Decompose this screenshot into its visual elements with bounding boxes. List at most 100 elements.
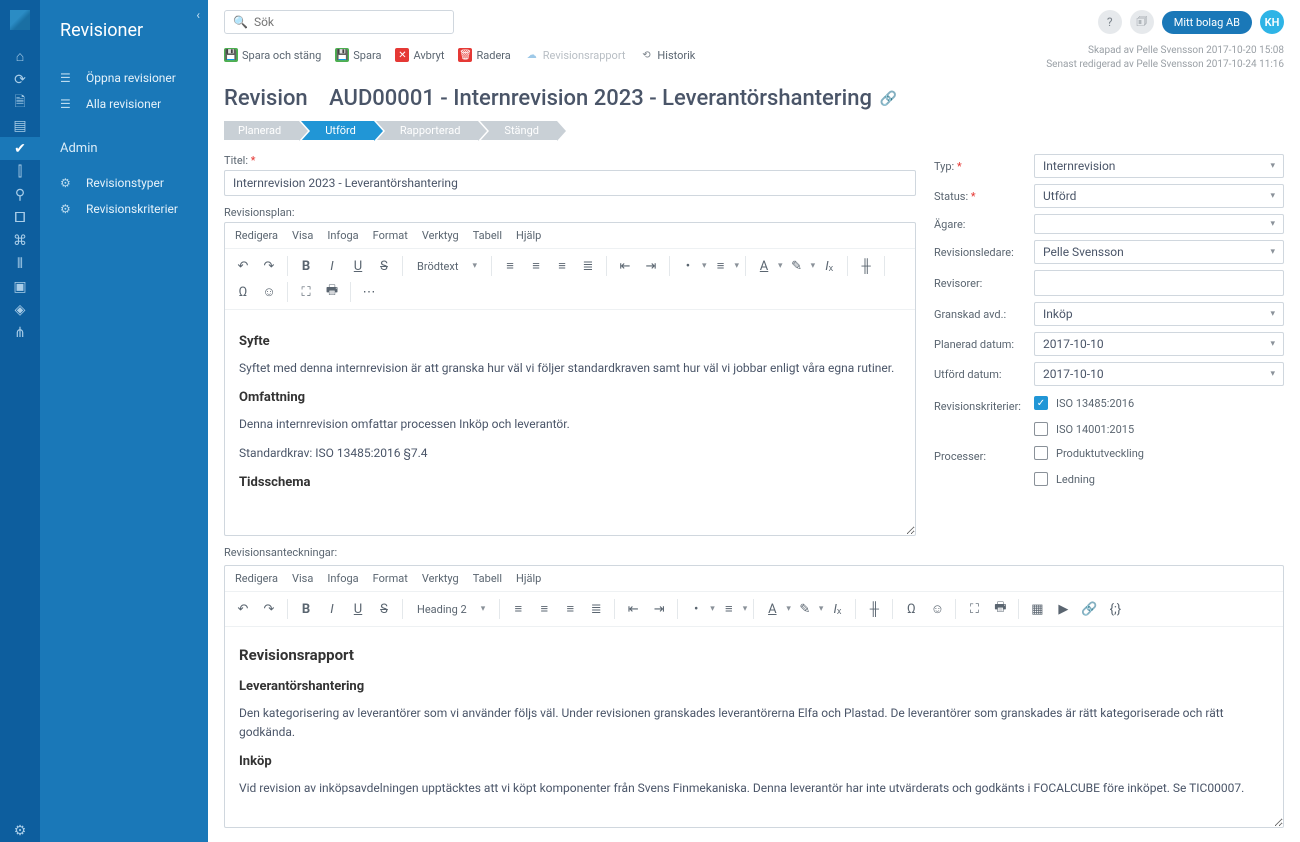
nav-audit-icon[interactable]: ✔ bbox=[0, 137, 40, 160]
indent-icon[interactable]: ⇥ bbox=[639, 254, 663, 278]
menu-view[interactable]: Visa bbox=[292, 229, 313, 242]
menu-table[interactable]: Tabell bbox=[473, 572, 502, 585]
nav-document-icon[interactable]: 🗎 bbox=[0, 91, 40, 114]
save-button[interactable]: 💾Spara bbox=[335, 48, 381, 62]
bullet-list-icon[interactable]: • bbox=[676, 254, 700, 278]
undo-icon[interactable]: ↶ bbox=[231, 254, 255, 278]
phase-reported[interactable]: Rapporterad bbox=[376, 121, 479, 140]
notes-editor-body[interactable]: Revisionsrapport Leverantörshantering De… bbox=[225, 627, 1283, 827]
bullet-list-icon[interactable]: • bbox=[684, 597, 708, 621]
emoji-icon[interactable]: ☺ bbox=[257, 280, 281, 304]
pagebreak-icon[interactable]: ╫ bbox=[862, 597, 886, 621]
fullscreen-icon[interactable]: ⛶ bbox=[962, 597, 986, 621]
sidebar-item-open-audits[interactable]: ☰ Öppna revisioner bbox=[40, 65, 208, 91]
style-selector[interactable]: Brödtext▾ bbox=[409, 254, 485, 278]
nav-people-icon[interactable]: ⦀ bbox=[0, 252, 40, 275]
auditors-input[interactable] bbox=[1034, 270, 1284, 296]
underline-icon[interactable]: U bbox=[346, 597, 370, 621]
menu-insert[interactable]: Infoga bbox=[327, 229, 358, 242]
italic-icon[interactable]: I bbox=[320, 254, 344, 278]
image-icon[interactable]: ▦ bbox=[1025, 597, 1049, 621]
leader-select[interactable]: Pelle Svensson▾ bbox=[1034, 240, 1284, 264]
pagebreak-icon[interactable]: ╫ bbox=[854, 254, 878, 278]
title-input[interactable] bbox=[224, 170, 916, 196]
highlight-icon[interactable]: ✎ bbox=[785, 254, 809, 278]
nav-network-icon[interactable]: ⌘ bbox=[0, 229, 40, 252]
undo-icon[interactable]: ↶ bbox=[231, 597, 255, 621]
clipboard-button[interactable]: 🗊 bbox=[1130, 10, 1154, 34]
done-date-input[interactable]: 2017-10-10▾ bbox=[1034, 362, 1284, 386]
nav-settings-icon[interactable]: ⚙ bbox=[0, 819, 40, 842]
sidebar-item-all-audits[interactable]: ☰ Alla revisioner bbox=[40, 91, 208, 117]
style-selector[interactable]: Heading 2▾ bbox=[409, 597, 493, 621]
menu-edit[interactable]: Redigera bbox=[235, 572, 278, 585]
number-list-icon[interactable]: ≡ bbox=[717, 597, 741, 621]
menu-help[interactable]: Hjälp bbox=[516, 572, 541, 585]
menu-view[interactable]: Visa bbox=[292, 572, 313, 585]
link-tool-icon[interactable]: 🔗 bbox=[1077, 597, 1101, 621]
sidebar-item-audit-types[interactable]: ⚙ Revisionstyper bbox=[40, 170, 208, 196]
align-center-icon[interactable]: ≡ bbox=[532, 597, 556, 621]
dept-select[interactable]: Inköp▾ bbox=[1034, 302, 1284, 326]
print-icon[interactable]: 🖶 bbox=[988, 597, 1012, 621]
search-input[interactable] bbox=[254, 15, 434, 29]
media-icon[interactable]: ▶ bbox=[1051, 597, 1075, 621]
nav-home-icon[interactable]: ⌂ bbox=[0, 45, 40, 68]
italic-icon[interactable]: I bbox=[320, 597, 344, 621]
phase-closed[interactable]: Stängd bbox=[480, 121, 557, 140]
omega-icon[interactable]: Ω bbox=[231, 280, 255, 304]
menu-tools[interactable]: Verktyg bbox=[422, 229, 459, 242]
nav-refresh-icon[interactable]: ⟳ bbox=[0, 68, 40, 91]
code-icon[interactable]: {;} bbox=[1103, 597, 1127, 621]
nav-hierarchy-icon[interactable]: ⋔ bbox=[0, 321, 40, 344]
align-left-icon[interactable]: ≡ bbox=[498, 254, 522, 278]
bold-icon[interactable]: B bbox=[294, 597, 318, 621]
text-color-icon[interactable]: A bbox=[752, 254, 776, 278]
process-management[interactable]: Ledning bbox=[1034, 472, 1284, 486]
search-box[interactable]: 🔍 bbox=[224, 10, 454, 34]
save-close-button[interactable]: 💾Spara och stäng bbox=[224, 48, 321, 62]
help-button[interactable]: ? bbox=[1098, 10, 1122, 34]
phase-planned[interactable]: Planerad bbox=[224, 121, 299, 140]
status-select[interactable]: Utförd▾ bbox=[1034, 184, 1284, 208]
emoji-icon[interactable]: ☺ bbox=[925, 597, 949, 621]
redo-icon[interactable]: ↷ bbox=[257, 254, 281, 278]
more-icon[interactable]: ⋯ bbox=[357, 280, 381, 304]
text-color-icon[interactable]: A bbox=[760, 597, 784, 621]
report-button[interactable]: ☁Revisionsrapport bbox=[525, 48, 626, 62]
link-icon[interactable]: 🔗 bbox=[880, 91, 897, 107]
redo-icon[interactable]: ↷ bbox=[257, 597, 281, 621]
type-select[interactable]: Internrevision▾ bbox=[1034, 154, 1284, 178]
sidebar-collapse-icon[interactable]: ‹ bbox=[196, 8, 200, 22]
criteria-iso13485[interactable]: ✓ISO 13485:2016 bbox=[1034, 396, 1284, 410]
fullscreen-icon[interactable]: ⛶ bbox=[294, 280, 318, 304]
nav-stats-icon[interactable]: ⫿ bbox=[0, 160, 40, 183]
align-justify-icon[interactable]: ≣ bbox=[576, 254, 600, 278]
print-icon[interactable]: 🖶 bbox=[320, 280, 344, 304]
bold-icon[interactable]: B bbox=[294, 254, 318, 278]
nav-graduation-icon[interactable]: ◈ bbox=[0, 298, 40, 321]
history-button[interactable]: ⟲Historik bbox=[639, 48, 695, 62]
menu-format[interactable]: Format bbox=[373, 229, 408, 242]
menu-insert[interactable]: Infoga bbox=[327, 572, 358, 585]
number-list-icon[interactable]: ≡ bbox=[709, 254, 733, 278]
planned-date-input[interactable]: 2017-10-10▾ bbox=[1034, 332, 1284, 356]
menu-edit[interactable]: Redigera bbox=[235, 229, 278, 242]
nav-inbox-icon[interactable]: ▣ bbox=[0, 275, 40, 298]
menu-help[interactable]: Hjälp bbox=[516, 229, 541, 242]
clear-format-icon[interactable]: Iₓ bbox=[817, 254, 841, 278]
strike-icon[interactable]: S bbox=[372, 597, 396, 621]
strike-icon[interactable]: S bbox=[372, 254, 396, 278]
outdent-icon[interactable]: ⇤ bbox=[613, 254, 637, 278]
menu-table[interactable]: Tabell bbox=[473, 229, 502, 242]
align-left-icon[interactable]: ≡ bbox=[506, 597, 530, 621]
cancel-button[interactable]: ✕Avbryt bbox=[395, 48, 444, 62]
align-justify-icon[interactable]: ≣ bbox=[584, 597, 608, 621]
plan-editor-body[interactable]: Syfte Syftet med denna internrevision är… bbox=[225, 310, 915, 535]
omega-icon[interactable]: Ω bbox=[899, 597, 923, 621]
clear-format-icon[interactable]: Iₓ bbox=[825, 597, 849, 621]
menu-format[interactable]: Format bbox=[373, 572, 408, 585]
align-center-icon[interactable]: ≡ bbox=[524, 254, 548, 278]
indent-icon[interactable]: ⇥ bbox=[647, 597, 671, 621]
nav-person-icon[interactable]: ⚲ bbox=[0, 183, 40, 206]
